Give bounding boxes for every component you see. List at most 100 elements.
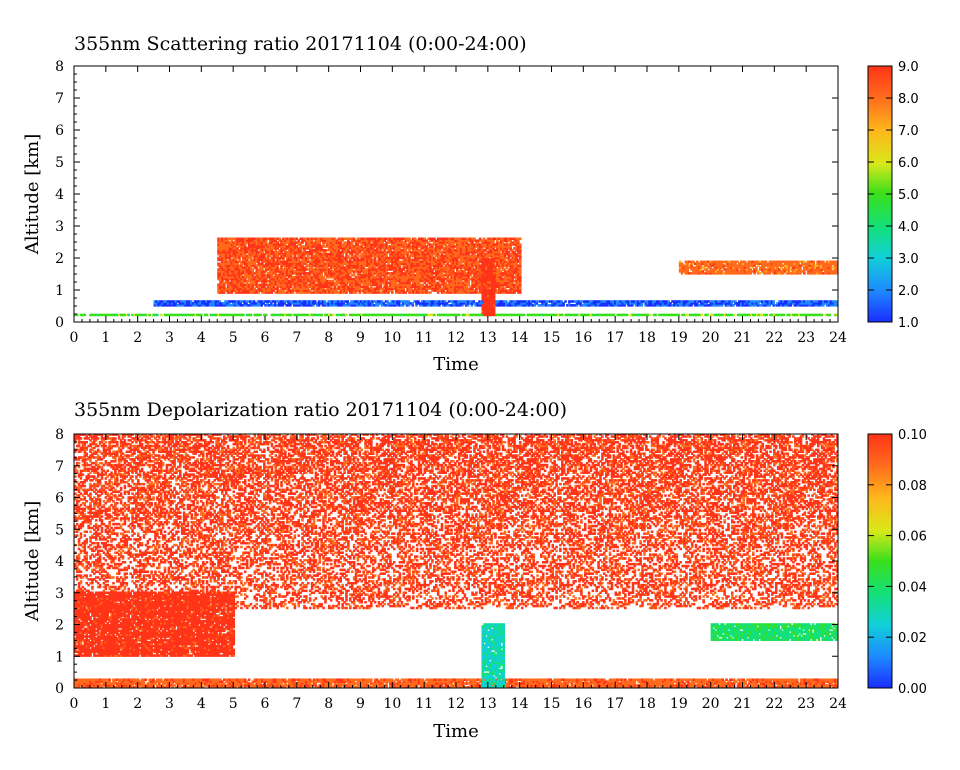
heatmap-cell: [350, 274, 354, 277]
heatmap-cell: [463, 239, 467, 242]
heatmap-cell: [368, 313, 371, 317]
heatmap-cell: [385, 245, 388, 248]
heatmap-cell: [379, 279, 383, 283]
heatmap-cell: [247, 275, 251, 279]
heatmap-cell: [310, 300, 313, 303]
heatmap-cell: [362, 291, 365, 294]
heatmap-cell: [469, 270, 472, 273]
heatmap-cell: [387, 260, 390, 264]
heatmap-cell: [389, 241, 392, 244]
heatmap-cell: [446, 274, 449, 277]
heatmap-cell: [436, 252, 440, 256]
heatmap-cell: [232, 241, 236, 244]
heatmap-cell: [352, 254, 356, 258]
heatmap-cell: [338, 302, 342, 305]
heatmap-cell: [457, 260, 461, 264]
heatmap-cell: [358, 262, 362, 265]
heatmap-cell: [270, 270, 274, 273]
heatmap-cell: [348, 302, 351, 305]
heatmap-cell: [388, 304, 392, 307]
heatmap-cell: [512, 304, 516, 307]
heatmap-cell: [307, 283, 310, 287]
heatmap-cell: [265, 249, 268, 252]
heatmap-cell: [419, 237, 423, 241]
heatmap-cell: [471, 245, 474, 248]
heatmap-cell: [705, 302, 709, 305]
heatmap-cell: [245, 258, 249, 262]
heatmap-cell: [743, 300, 747, 303]
heatmap-cell: [471, 264, 474, 267]
heatmap-cell: [413, 281, 417, 285]
heatmap-cell: [400, 274, 404, 277]
heatmap-cell: [402, 268, 406, 271]
heatmap-cell: [243, 260, 247, 264]
heatmap-cell: [371, 250, 375, 254]
heatmap-cell: [806, 300, 810, 303]
heatmap-cell: [576, 313, 579, 317]
heatmap-cell: [450, 272, 453, 275]
heatmap-cell: [358, 245, 362, 248]
heatmap-cell: [450, 289, 453, 292]
heatmap-cell: [322, 243, 325, 246]
heatmap-cell: [429, 264, 432, 267]
heatmap-cell: [272, 270, 276, 273]
heatmap-cell: [320, 252, 323, 256]
heatmap-cell: [728, 300, 732, 303]
heatmap-cell: [349, 313, 352, 317]
heatmap-cell: [359, 302, 363, 305]
heatmap-cell: [441, 302, 445, 305]
heatmap-cell: [436, 260, 440, 264]
heatmap-cell: [421, 279, 425, 283]
heatmap-cell: [539, 304, 542, 307]
heatmap-cell: [406, 283, 409, 287]
heatmap-cell: [305, 247, 308, 250]
heatmap-cell: [582, 313, 585, 317]
heatmap-cell: [444, 241, 448, 244]
heatmap-cell: [305, 281, 308, 285]
heatmap-cell: [591, 313, 595, 317]
heatmap-cell: [480, 302, 483, 305]
heatmap-cell: [459, 302, 462, 305]
heatmap-cell: [303, 279, 306, 283]
heatmap-cell: [286, 245, 289, 248]
heatmap-cell: [226, 266, 230, 269]
heatmap-cell: [562, 304, 565, 307]
heatmap-cell: [412, 249, 415, 252]
heatmap-cell: [316, 275, 320, 279]
heatmap-cell: [421, 291, 425, 294]
heatmap-cell: [370, 272, 373, 275]
heatmap-cell: [219, 272, 222, 275]
heatmap-cell: [423, 262, 427, 265]
heatmap-cell: [410, 275, 413, 279]
heatmap-cell: [366, 260, 369, 264]
heatmap-cell: [475, 272, 478, 275]
heatmap-cell: [415, 254, 419, 258]
heatmap-cell: [329, 289, 333, 292]
heatmap-cell: [465, 279, 469, 283]
heatmap-cell: [278, 245, 281, 248]
heatmap-cell: [495, 300, 498, 303]
heatmap-cell: [226, 272, 230, 275]
heatmap-cell: [413, 241, 417, 244]
heatmap-cell: [335, 287, 339, 290]
heatmap-cell: [284, 274, 287, 277]
heatmap-cell: [450, 274, 453, 277]
heatmap-cell: [259, 266, 262, 269]
heatmap-cell: [587, 300, 590, 303]
heatmap-cell: [354, 285, 358, 289]
heatmap-cell: [408, 277, 411, 281]
heatmap-cell: [457, 302, 460, 305]
heatmap-cell: [446, 260, 449, 264]
heatmap-cell: [678, 300, 682, 303]
heatmap-cell: [324, 272, 327, 275]
heatmap-cell: [168, 302, 172, 305]
heatmap-cell: [408, 270, 411, 273]
heatmap-cell: [459, 239, 463, 242]
heatmap-cell: [178, 300, 181, 303]
heatmap-cell: [398, 237, 402, 241]
heatmap-cell: [412, 291, 415, 294]
heatmap-cell: [360, 270, 364, 273]
heatmap-cell: [454, 275, 457, 279]
heatmap-cell: [358, 285, 362, 289]
heatmap-cell: [423, 250, 427, 254]
